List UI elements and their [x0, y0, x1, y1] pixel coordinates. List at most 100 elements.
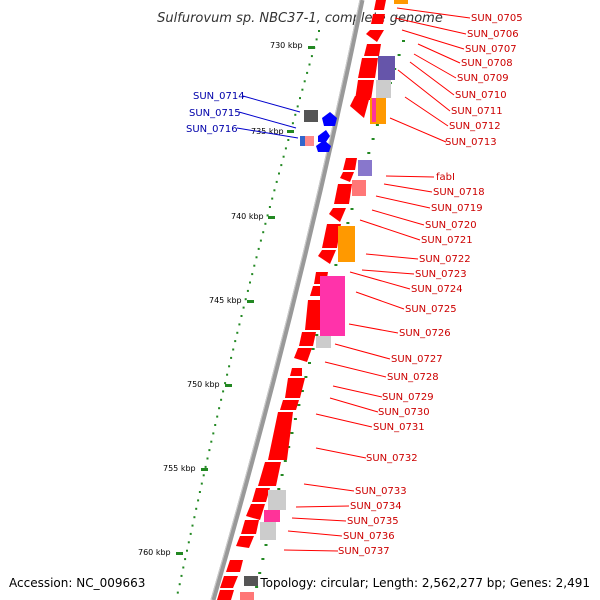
scale-dot — [257, 247, 260, 250]
leader-line — [242, 95, 301, 113]
gene-arrow — [371, 14, 385, 24]
scale-dot — [291, 122, 294, 125]
feature-box — [378, 56, 395, 80]
scale-tick-label-735: 735 kbp — [251, 127, 284, 136]
leader-line — [361, 269, 415, 275]
gene-arrow — [268, 412, 293, 460]
gene-label: SUN_0714 — [193, 91, 245, 102]
track-dot — [277, 488, 281, 490]
gene-arrow — [246, 504, 265, 520]
leader-line — [291, 517, 347, 522]
gene-arrow-blue — [316, 140, 331, 152]
scale-dot — [189, 532, 192, 535]
gene-label: SUN_0733 — [355, 486, 407, 497]
gene-label: SUN_0728 — [387, 372, 439, 383]
feature-box — [268, 490, 286, 510]
scale-dot — [191, 524, 194, 527]
gene-label: SUN_0729 — [382, 392, 434, 403]
scale-dot — [218, 407, 221, 410]
scale-dot — [182, 566, 185, 569]
track-dot — [315, 334, 319, 336]
leader-line — [404, 96, 449, 127]
gene-track-reverse — [300, 110, 337, 152]
leader-line — [315, 447, 367, 459]
scale-dot — [200, 482, 203, 485]
scale-dot — [197, 499, 200, 502]
scale-dot — [275, 180, 278, 183]
scale-dot — [308, 63, 311, 66]
track-dot — [397, 54, 401, 56]
gene-label: SUN_0711 — [451, 106, 503, 117]
scale-dot — [232, 348, 235, 351]
gene-labels-left: SUN_0714 SUN_0715 SUN_0716 — [186, 91, 245, 135]
scale-dot — [224, 382, 227, 385]
feature-box — [304, 110, 318, 122]
scale-dot — [255, 256, 258, 259]
scale-dot — [303, 80, 306, 83]
gene-arrow — [305, 300, 322, 330]
scale-dot — [310, 55, 313, 58]
scale-dot — [210, 440, 213, 443]
leader-line — [371, 209, 425, 226]
feature-box — [244, 576, 258, 586]
feature-box — [338, 226, 355, 262]
genome-backbone-highlight — [210, 0, 361, 600]
gene-arrow — [290, 368, 302, 376]
gene-label: SUN_0723 — [415, 269, 467, 280]
track-dot — [290, 432, 294, 434]
scale-dot — [301, 88, 304, 91]
gene-arrow — [366, 30, 384, 42]
leader-line — [365, 253, 419, 260]
gene-label: SUN_0730 — [378, 407, 430, 418]
track-dot — [367, 152, 371, 154]
feature-track — [240, 0, 408, 600]
track-dot — [280, 474, 284, 476]
scale-dot — [278, 172, 280, 175]
feature-box — [376, 80, 391, 98]
scale-tick-760 — [176, 552, 183, 555]
scale-dot — [186, 549, 188, 552]
track-dot — [287, 446, 291, 448]
leader-line — [315, 413, 373, 428]
leader-line — [324, 361, 387, 378]
feature-box — [352, 180, 366, 196]
scale-dot — [262, 231, 265, 234]
leader-line — [295, 505, 350, 508]
scale-dot — [294, 113, 297, 116]
scale-dot — [282, 155, 285, 158]
scale-dot — [271, 197, 274, 200]
genome-title: Sulfurovum sp. NBC37-1, complete genome — [157, 11, 443, 26]
scale-tick-745 — [247, 300, 254, 303]
gene-arrow — [355, 80, 374, 100]
gene-arrow — [285, 378, 305, 398]
scale-dot — [273, 189, 276, 192]
leader-line — [238, 111, 297, 129]
scale-dot — [176, 591, 179, 594]
feature-box — [300, 136, 314, 146]
scale-dot — [230, 356, 233, 359]
scale-dot — [206, 457, 209, 460]
scale-dot — [238, 323, 241, 326]
track-dot — [308, 362, 311, 364]
feature-box — [240, 592, 254, 600]
label-leaders-right — [283, 7, 471, 552]
gene-arrow — [329, 208, 346, 222]
gene-label: SUN_0734 — [350, 501, 402, 512]
gene-label: SUN_0721 — [421, 235, 473, 246]
scale-tick-730 — [308, 46, 315, 49]
gene-label: SUN_0705 — [471, 13, 523, 24]
gene-arrow — [343, 158, 357, 170]
scale-dot — [228, 365, 231, 368]
scale-dot — [253, 264, 256, 267]
scale-tick-label-740: 740 kbp — [231, 212, 264, 221]
scale-tick-735 — [287, 130, 294, 133]
scale-tick-label-755: 755 kbp — [163, 464, 196, 473]
gene-label: SUN_0726 — [399, 328, 451, 339]
scale-tick-755 — [201, 468, 208, 471]
leader-line — [283, 549, 339, 552]
gene-arrow — [294, 348, 312, 362]
scale-dot — [240, 315, 243, 317]
scale-dot — [299, 97, 301, 100]
feature-box — [320, 276, 345, 336]
gene-arrow — [334, 184, 352, 204]
